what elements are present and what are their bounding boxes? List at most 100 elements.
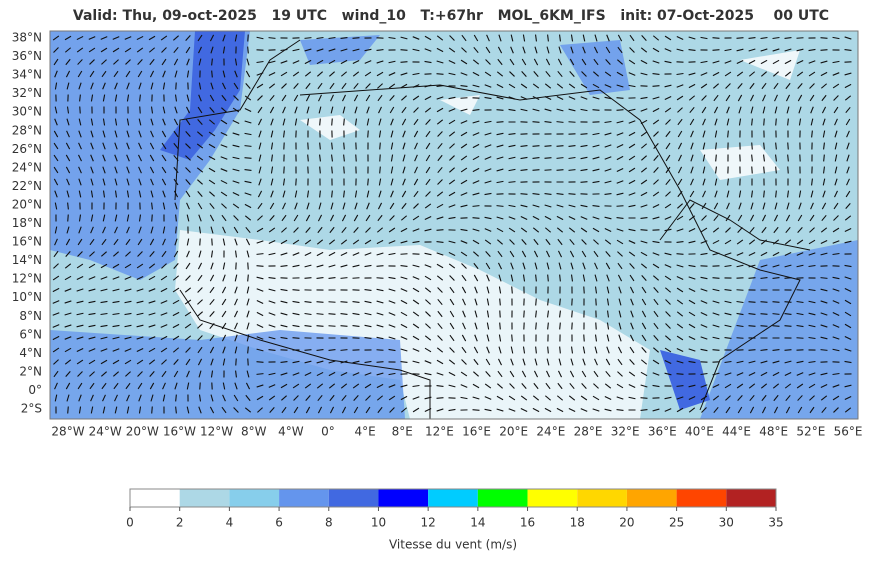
wind-arrow: [258, 166, 262, 174]
wind-arrow: [316, 371, 324, 377]
wind-arrow: [616, 120, 624, 124]
wind-arrow: [676, 253, 684, 255]
wind-arrow: [328, 371, 336, 377]
wind-arrow: [772, 71, 780, 77]
wind-arrow: [331, 166, 333, 174]
wind-arrow: [209, 191, 215, 197]
wind-arrow: [448, 96, 456, 100]
wind-arrow: [268, 83, 276, 89]
wind-arrow: [629, 346, 635, 354]
longitude-label: 4°E: [355, 425, 376, 439]
wind-arrow: [234, 58, 238, 66]
wind-arrow: [400, 288, 408, 292]
wind-arrow: [510, 34, 514, 42]
wind-arrow: [173, 130, 179, 138]
wind-arrow: [808, 60, 816, 64]
wind-arrow: [760, 71, 768, 77]
wind-arrow: [628, 251, 636, 257]
wind-arrow: [616, 239, 624, 245]
wind-arrow: [172, 275, 180, 281]
wind-arrow: [256, 300, 264, 304]
wind-arrow: [760, 264, 768, 268]
wind-arrow: [292, 300, 300, 304]
wind-arrow: [547, 274, 549, 282]
wind-arrow: [736, 252, 744, 256]
wind-arrow: [751, 154, 753, 162]
wind-arrow: [316, 313, 324, 315]
wind-arrow: [809, 94, 815, 102]
wind-arrow: [676, 360, 684, 364]
wind-arrow: [304, 312, 312, 316]
wind-arrow: [400, 323, 408, 329]
wind-arrow: [449, 310, 455, 318]
wind-arrow: [712, 60, 720, 64]
wind-arrow: [640, 204, 648, 208]
wind-arrow: [124, 276, 132, 280]
wind-arrow: [268, 240, 276, 244]
wind-arrow: [787, 118, 789, 126]
wind-arrow: [257, 407, 263, 413]
wind-arrow: [532, 83, 540, 89]
wind-arrow: [280, 252, 288, 256]
wind-arrow: [544, 83, 552, 89]
wind-arrow: [340, 59, 348, 65]
wind-arrow: [640, 96, 648, 100]
wind-arrow: [281, 227, 287, 233]
map-frame: [49, 30, 859, 420]
wind-arrow: [436, 359, 444, 365]
wind-arrow: [186, 382, 190, 390]
wind-arrow: [748, 383, 756, 389]
wind-arrow: [640, 143, 648, 149]
wind-arrow: [834, 166, 838, 174]
wind-arrow: [653, 322, 659, 330]
wind-arrow: [617, 262, 623, 270]
wind-arrow: [65, 142, 71, 150]
wind-arrow: [568, 193, 576, 195]
wind-arrow: [844, 215, 852, 221]
wind-arrow: [508, 96, 516, 100]
wind-arrow: [437, 310, 443, 318]
wind-arrow: [832, 348, 840, 352]
strong-wind-zone: [660, 350, 710, 410]
wind-arrow: [496, 180, 504, 184]
wind-arrow: [786, 106, 790, 114]
wind-arrow: [460, 384, 468, 388]
wind-arrow: [508, 168, 516, 172]
wind-arrow: [424, 95, 432, 101]
wind-arrow: [53, 154, 59, 162]
wind-arrow: [364, 71, 372, 77]
wind-arrow: [364, 60, 372, 64]
wind-arrow: [100, 263, 108, 269]
wind-arrow: [246, 298, 250, 306]
wind-arrow: [797, 82, 803, 90]
wind-arrow: [820, 312, 828, 316]
wind-arrow: [365, 395, 371, 401]
wind-arrow: [412, 287, 420, 293]
wind-arrow: [688, 395, 696, 401]
wind-arrow: [330, 202, 334, 210]
wind-arrow: [113, 59, 119, 65]
wind-arrow: [712, 336, 720, 340]
wind-arrow: [616, 205, 624, 207]
wind-arrow: [593, 383, 599, 389]
wind-arrow: [557, 370, 563, 378]
wind-arrow: [760, 325, 768, 327]
wind-arrow: [700, 372, 708, 376]
wind-arrow: [820, 383, 828, 389]
wind-arrow: [738, 202, 742, 210]
wind-arrow: [304, 264, 312, 268]
wind-arrow: [787, 166, 789, 174]
wind-arrow: [53, 370, 59, 378]
wind-arrow: [846, 154, 850, 162]
wind-arrow: [664, 60, 672, 64]
wind-arrow: [377, 202, 383, 210]
wind-arrow: [556, 407, 564, 413]
wind-arrow: [102, 82, 106, 90]
wind-arrow: [594, 286, 598, 294]
wind-arrow: [784, 37, 792, 39]
wind-arrow: [604, 120, 612, 124]
latitude-label: 18°N: [12, 216, 42, 230]
wind-arrow: [652, 240, 660, 244]
wind-arrow: [653, 154, 659, 162]
wind-arrow: [162, 82, 166, 90]
